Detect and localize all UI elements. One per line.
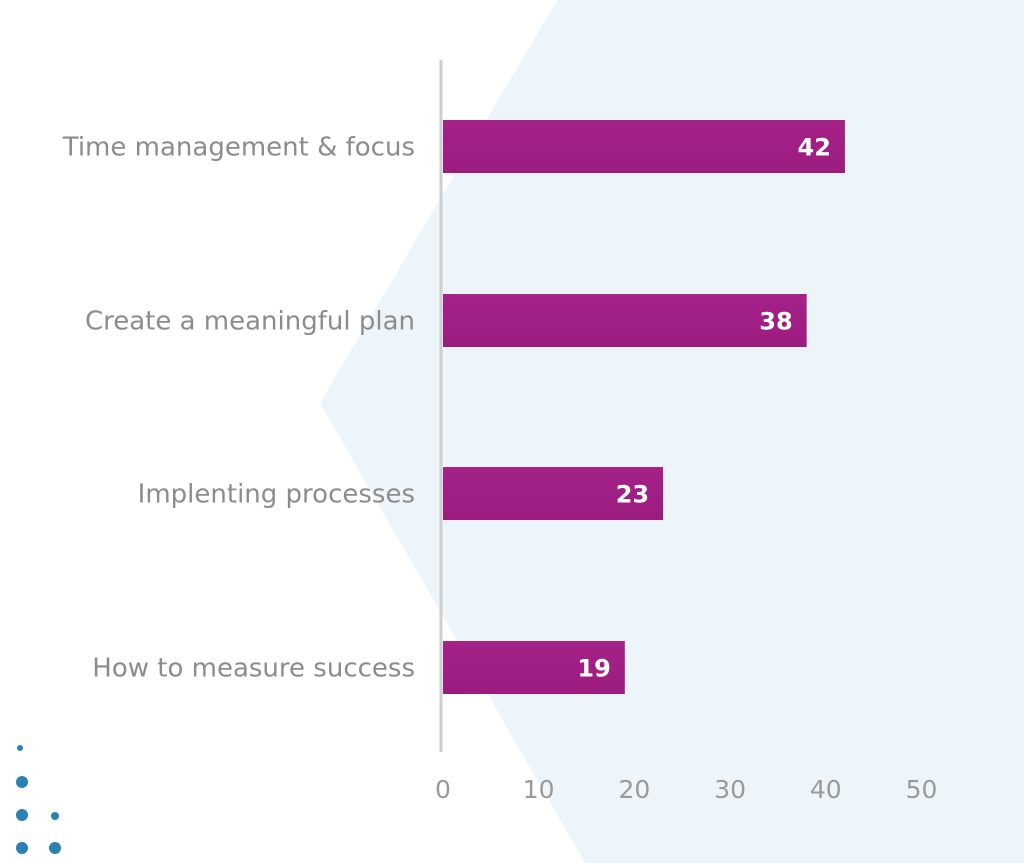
category-label-4: How to measure success bbox=[92, 654, 415, 684]
bar-1 bbox=[443, 120, 845, 173]
category-label-2: Create a meaningful plan bbox=[85, 307, 415, 337]
decorative-dot-4 bbox=[16, 842, 28, 854]
bar-2 bbox=[443, 294, 807, 347]
bar-value-label-3: 23 bbox=[616, 481, 649, 509]
decorative-dot-6 bbox=[51, 812, 59, 820]
x-tick-label-10: 10 bbox=[523, 775, 555, 804]
decorative-dot-5 bbox=[49, 842, 61, 854]
category-labels: Time management & focus Create a meaningf… bbox=[62, 133, 415, 684]
bar-value-label-4: 19 bbox=[577, 655, 610, 683]
bar-3 bbox=[443, 467, 664, 520]
bar-4 bbox=[443, 641, 625, 694]
bars-group: 42 38 23 19 bbox=[443, 120, 845, 694]
x-tick-label-0: 0 bbox=[435, 775, 451, 804]
category-label-3: Implenting processes bbox=[138, 480, 415, 510]
x-tick-label-40: 40 bbox=[810, 775, 842, 804]
x-axis-tick-labels: 0 10 20 30 40 50 bbox=[435, 775, 937, 804]
decorative-dot-2 bbox=[16, 776, 28, 788]
bar-value-label-2: 38 bbox=[759, 308, 792, 336]
x-tick-label-20: 20 bbox=[618, 775, 650, 804]
decorative-dot-1 bbox=[17, 745, 23, 751]
x-tick-label-50: 50 bbox=[906, 775, 938, 804]
x-tick-label-30: 30 bbox=[714, 775, 746, 804]
category-label-1: Time management & focus bbox=[62, 133, 415, 163]
decorative-dots bbox=[16, 745, 61, 854]
bar-value-label-1: 42 bbox=[798, 134, 831, 162]
decorative-dot-3 bbox=[16, 809, 28, 821]
